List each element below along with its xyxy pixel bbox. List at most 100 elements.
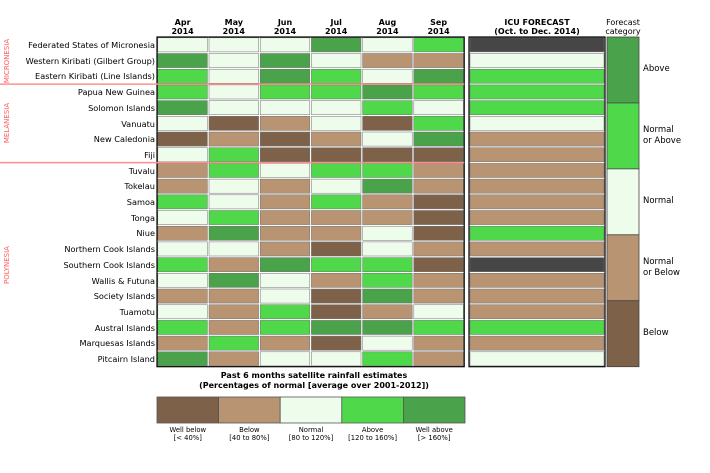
forecast-category-swatch	[606, 300, 640, 368]
rainfall-cell	[259, 225, 311, 241]
rainfall-cell	[362, 100, 413, 115]
rainfall-cell	[311, 351, 362, 367]
rainfall-cell	[157, 178, 208, 194]
island-label: Fiji	[144, 149, 155, 160]
region-label: POLYNESIA	[3, 245, 11, 284]
legend-swatch	[156, 396, 219, 424]
rainfall-cell	[413, 241, 464, 257]
island-label: Austral Islands	[94, 322, 155, 333]
rainfall-cell	[259, 53, 311, 68]
rainfall-cell	[311, 37, 362, 53]
rainfall-cell	[311, 68, 362, 84]
rainfall-cell	[259, 163, 311, 178]
rainfall-cell	[311, 53, 362, 68]
rainfall-cell	[157, 53, 208, 68]
rainfall-cell	[157, 304, 208, 320]
rainfall-cell	[413, 178, 464, 194]
forecast-category-label-2: or Above	[643, 135, 682, 146]
forecast-frame	[468, 36, 606, 368]
forecast-cell	[469, 351, 605, 367]
rainfall-cell	[362, 241, 413, 257]
legend-label: Well above	[415, 426, 453, 434]
rainfall-cell	[157, 163, 208, 178]
rainfall-cell	[259, 100, 311, 115]
rainfall-cell	[208, 288, 259, 304]
island-label: Western Kiribati (Gilbert Group)	[25, 55, 155, 66]
island-label: Tuamotu	[119, 306, 155, 317]
rainfall-cell	[259, 147, 311, 163]
forecast-cell	[469, 288, 605, 304]
rainfall-cell	[259, 68, 311, 84]
rainfall-cell	[208, 335, 259, 351]
rainfall-cell	[311, 288, 362, 304]
rainfall-cell	[157, 84, 208, 100]
rainfall-cell	[413, 37, 464, 53]
forecast-cell	[469, 225, 605, 241]
rainfall-cell	[208, 68, 259, 84]
forecast-cell	[469, 163, 605, 178]
island-label: New Caledonia	[93, 134, 155, 145]
rainfall-cell	[362, 210, 413, 225]
rainfall-cell	[208, 194, 259, 210]
rainfall-cell	[259, 257, 311, 272]
rainfall-cell	[157, 194, 208, 210]
chart-title: Past 6 months satellite rainfall estimat…	[220, 371, 408, 380]
rainfall-cell	[311, 225, 362, 241]
rainfall-cell	[157, 210, 208, 225]
category-header: Forecast	[606, 18, 640, 27]
island-label: Wallis & Futuna	[91, 275, 155, 286]
island-label: Samoa	[126, 197, 155, 207]
rainfall-cell	[259, 37, 311, 53]
forecast-category-swatch	[606, 102, 640, 170]
island-label: Tonga	[130, 212, 155, 223]
rainfall-cell	[362, 335, 413, 351]
forecast-category-label: Above	[643, 63, 670, 74]
forecast-cell	[469, 273, 605, 288]
rainfall-cell	[413, 210, 464, 225]
month-header: May	[224, 18, 243, 27]
rainfall-cell	[208, 273, 259, 288]
year-header: 2014	[171, 27, 194, 36]
rainfall-cell	[208, 84, 259, 100]
rainfall-cell	[157, 131, 208, 147]
forecast-cell	[469, 53, 605, 68]
rainfall-cell	[259, 241, 311, 257]
island-label: Papua New Guinea	[77, 87, 155, 98]
rainfall-cell	[157, 68, 208, 84]
monthly-grid-frame	[156, 36, 465, 368]
forecast-cell	[469, 241, 605, 257]
rainfall-cell	[208, 351, 259, 367]
rainfall-cell	[208, 37, 259, 53]
rainfall-cell	[311, 320, 362, 335]
rainfall-cell	[208, 116, 259, 131]
rainfall-cell	[259, 320, 311, 335]
rainfall-cell	[208, 100, 259, 115]
forecast-category-swatch	[606, 168, 640, 236]
rainfall-cell	[362, 84, 413, 100]
rainfall-cell	[157, 335, 208, 351]
rainfall-cell	[259, 178, 311, 194]
island-label: Tokelau	[124, 181, 155, 192]
rainfall-cell	[259, 304, 311, 320]
forecast-cell	[469, 304, 605, 320]
rainfall-cell	[157, 351, 208, 367]
legend-label: Well below	[169, 426, 207, 434]
rainfall-cell	[311, 84, 362, 100]
forecast-header: ICU FORECAST	[504, 18, 570, 27]
forecast-category-swatch	[606, 234, 640, 302]
rainfall-cell	[208, 241, 259, 257]
rainfall-cell	[157, 116, 208, 131]
legend-range: [80 to 120%]	[288, 434, 334, 442]
month-header: Jul	[330, 18, 342, 27]
legend-range: [< 40%]	[173, 434, 202, 442]
year-header: 2014	[427, 27, 450, 36]
rainfall-cell	[413, 304, 464, 320]
forecast-cell	[469, 116, 605, 131]
rainfall-cell	[413, 53, 464, 68]
rainfall-cell	[413, 335, 464, 351]
rainfall-cell	[362, 116, 413, 131]
rainfall-cell	[362, 131, 413, 147]
forecast-cell	[469, 100, 605, 115]
rainfall-cell	[413, 351, 464, 367]
